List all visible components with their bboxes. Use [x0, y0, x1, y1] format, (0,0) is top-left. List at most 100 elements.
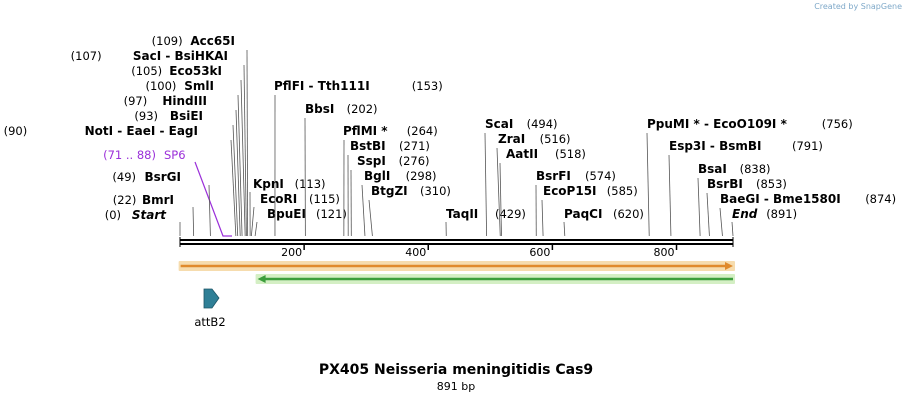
site-leader-bsai: [697, 177, 701, 237]
site-pos-smli: (100): [145, 79, 176, 93]
site-pos-btgzi: (310): [420, 184, 451, 198]
site-name-pflmi: PflMI *: [343, 124, 388, 138]
site-pos-scai: (494): [527, 117, 558, 131]
site-leader-btgzi: [368, 199, 373, 237]
site-pos-eco53ki: (105): [131, 64, 162, 78]
attb2-label: attB2: [194, 315, 225, 329]
site-pos-bsrbi: (853): [756, 177, 787, 191]
site-pos-saci: (107): [71, 49, 102, 63]
site-pos-baegi: (874): [865, 192, 896, 206]
site-leader-aatii: [499, 162, 502, 237]
site-name-bbsi: BbsI: [305, 102, 334, 116]
site-name-end: End: [732, 207, 758, 221]
site-leader-ecop15i: [541, 199, 544, 237]
site-pos-taqii: (429): [495, 207, 526, 221]
site-leader-esp3i: [668, 154, 672, 237]
ruler-tick-label: 600: [529, 246, 550, 259]
site-leader-bmri: [192, 206, 195, 237]
ruler-tick-label: 400: [405, 246, 426, 259]
site-leader-zrai: [496, 147, 501, 237]
site-name-hindiii: HindIII: [162, 94, 207, 108]
site-name-bsrbi: BsrBI: [707, 177, 743, 191]
site-pos-bstbi: (271): [399, 139, 430, 153]
site-name-bstbi: BstBI: [350, 139, 386, 153]
orange-feature-arrowhead: [725, 262, 733, 270]
sp6-label: SP6: [164, 148, 186, 162]
site-leader-bgli: [361, 184, 366, 237]
site-pos-bbsi: (202): [347, 102, 378, 116]
site-pos-sspi: (276): [399, 154, 430, 168]
site-name-esp3i: Esp3I - BsmBI: [669, 139, 761, 153]
site-leader-bpuei: [254, 221, 258, 237]
site-pos-bsrfi: (574): [585, 169, 616, 183]
site-leader-ppumi: [646, 132, 650, 237]
site-name-noti: NotI - EaeI - EagI: [85, 124, 198, 138]
site-name-eco53ki: Eco53kI: [169, 64, 222, 78]
site-name-ppumi: PpuMI * - EcoO109I *: [647, 117, 788, 131]
site-leader-paqci: [563, 221, 566, 237]
site-leader-baegi: [719, 207, 723, 237]
site-name-bsiei: BsiEI: [170, 109, 203, 123]
site-name-sspi: SspI: [357, 154, 386, 168]
site-pos-bsai: (838): [740, 162, 771, 176]
site-name-kpni: KpnI: [253, 177, 284, 191]
site-leader-bsrbi: [706, 192, 710, 237]
site-name-bpuei: BpuEI: [267, 207, 306, 221]
site-pos-bsrgi: (49): [112, 170, 136, 184]
site-pos-pflmi: (264): [407, 124, 438, 138]
site-name-pflfi: PflFI - Tth111I: [274, 79, 370, 93]
site-name-baegi: BaeGI - Bme1580I: [720, 192, 841, 206]
green-feature-arrowhead: [257, 275, 266, 283]
site-pos-zrai: (516): [540, 132, 571, 146]
site-leader-hindiii: [235, 109, 241, 237]
site-pos-ecop15i: (585): [607, 184, 638, 198]
site-name-bgli: BglI: [364, 169, 390, 183]
site-name-bsrfi: BsrFI: [536, 169, 571, 183]
site-pos-bpuei: (121): [316, 207, 347, 221]
site-pos-noti: (90): [4, 124, 28, 138]
site-leader-end: [731, 221, 734, 237]
site-name-acc65i: Acc65I: [190, 34, 235, 48]
site-name-btgzi: BtgZI: [371, 184, 408, 198]
site-pos-acc65i: (109): [152, 34, 183, 48]
site-leader-smli: [237, 94, 243, 237]
site-pos-paqci: (620): [613, 207, 644, 221]
site-pos-hindiii: (97): [124, 94, 148, 108]
ruler-tick-label: 800: [654, 246, 675, 259]
site-name-smli: SmlI: [184, 79, 214, 93]
site-pos-bmri: (22): [113, 193, 137, 207]
site-pos-bgli: (298): [406, 169, 437, 183]
site-name-ecop15i: EcoP15I: [543, 184, 597, 198]
site-name-bsrgi: BsrGI: [144, 170, 181, 184]
credit-brand: SnapGene: [860, 2, 902, 11]
site-name-aatii: AatII: [506, 147, 538, 161]
site-pos-pflfi: (153): [412, 79, 443, 93]
site-name-start: Start: [132, 208, 167, 222]
site-name-scai: ScaI: [485, 117, 513, 131]
site-leader-bsrgi: [208, 184, 211, 237]
site-pos-ppumi: (756): [822, 117, 853, 131]
site-name-saci: SacI - BsiHKAI: [133, 49, 228, 63]
credit: Created by SnapGene: [814, 2, 902, 11]
site-pos-start: (0): [105, 208, 121, 222]
site-name-bmri: BmrI: [142, 193, 174, 207]
site-name-taqii: TaqII: [446, 207, 478, 221]
site-leader-scai: [484, 132, 488, 237]
site-pos-end: (891): [766, 207, 797, 221]
sp6-range: (71 .. 88): [103, 148, 156, 162]
site-pos-aatii: (518): [555, 147, 586, 161]
site-leader-eco53ki: [240, 79, 246, 237]
site-name-paqci: PaqCI: [564, 207, 602, 221]
site-leader-ecori: [250, 206, 255, 237]
plasmid-length: 891 bp: [436, 380, 476, 393]
site-leader-bsiei: [232, 124, 239, 237]
sp6-leader: [194, 161, 232, 237]
site-pos-kpni: (113): [295, 177, 326, 191]
site-name-zrai: ZraI: [498, 132, 525, 146]
site-leader-saci: [243, 64, 247, 237]
ruler-tick-label: 200: [281, 246, 302, 259]
site-leader-acc65i: [246, 49, 249, 237]
site-pos-bsiei: (93): [134, 109, 158, 123]
site-leader-noti: [230, 139, 237, 237]
